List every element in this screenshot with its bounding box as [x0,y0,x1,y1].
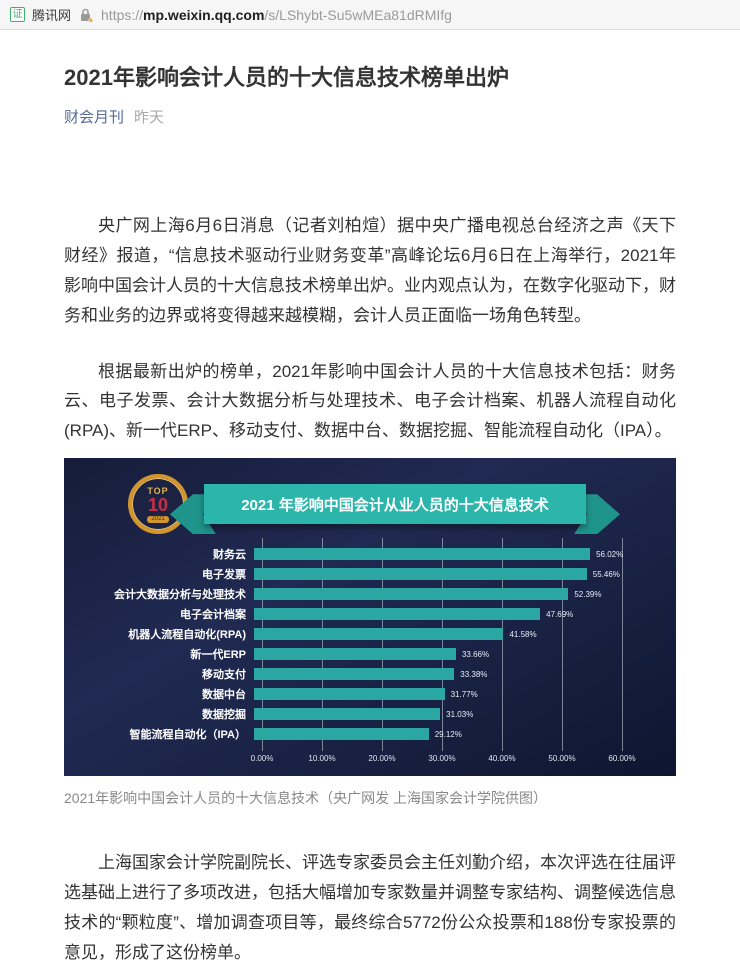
bar-area: 52.39% [254,584,676,604]
x-axis-tick-label: 20.00% [368,754,396,764]
x-axis-tick-label: 30.00% [428,754,456,764]
bar-area: 31.03% [254,704,676,724]
category-label: 电子会计档案 [180,609,246,622]
badge-top-text: TOP [147,485,169,496]
chart-row: 电子会计档案 47.69% [64,604,676,624]
bar-area: 55.46% [254,564,676,584]
bar-value-label: 31.03% [446,709,474,719]
gridline [562,538,563,752]
account-name-link[interactable]: 财会月刊 [64,108,125,126]
gridline [442,538,443,752]
gridline [322,538,323,752]
category-label: 机器人流程自动化(RPA) [128,629,246,642]
bar-value-label: 41.58% [509,629,537,639]
chart-row: 会计大数据分析与处理技术 52.39% [64,584,676,604]
chart-row: 移动支付 33.38% [64,664,676,684]
category-label: 会计大数据分析与处理技术 [114,589,246,602]
bar [254,688,445,701]
bar [254,708,441,721]
chart-row: 机器人流程自动化(RPA) 41.58% [64,624,676,644]
category-label: 财务云 [213,549,246,562]
site-cert-icon: 证 [10,7,25,22]
url-domain: mp.weixin.qq.com [143,6,265,23]
url-scheme: https:// [101,6,144,23]
x-axis-tick-label: 50.00% [548,754,576,764]
category-label: 新一代ERP [190,649,246,662]
badge-year-text: 2021 [147,515,169,523]
bar [254,668,455,681]
category-label: 电子发票 [202,569,246,582]
bar-value-label: 47.69% [546,609,574,619]
badge-number-text: 10 [147,494,169,515]
bar [254,568,587,581]
x-axis-tick-label: 60.00% [608,754,636,764]
bar-value-label: 33.38% [460,669,488,679]
chart-title: 2021 年影响中国会计从业人员的十大信息技术 [241,496,549,514]
bar-area: 29.12% [254,724,676,744]
paragraph: 根据最新出炉的榜单，2021年影响中国会计人员的十大信息技术包括：财务云、电子发… [64,361,676,441]
category-label: 智能流程自动化（IPA） [129,729,246,742]
gridline [382,538,383,752]
x-axis-tick-label: 40.00% [488,754,516,764]
article-byline: 财会月刊 昨天 [64,106,676,127]
x-axis-tick-label: 10.00% [308,754,336,764]
browser-url-bar: 证 腾讯网 https://mp.weixin.qq.com/s/LShybt-… [0,0,740,30]
bar-area: 41.58% [254,624,676,644]
bar [254,608,541,621]
paragraph: 央广网上海6月6日消息（记者刘柏煊）据中央广播电视总台经济之声《天下财经》报道，… [64,215,676,325]
image-caption: 2021年影响中国会计人员的十大信息技术（央广网发 上海国家会计学院供图） [64,790,548,807]
article-page: 2021年影响会计人员的十大信息技术榜单出炉 财会月刊 昨天 央广网上海6月6日… [0,62,740,968]
top10-bar-chart-image[interactable]: TOP 10 2021 2021 年影响中国会计从业人员的十大信息技术 0.00… [64,458,676,777]
bar-value-label: 55.46% [592,569,620,579]
bar [254,588,569,601]
bar-value-label: 52.39% [574,589,602,599]
bar-value-label: 29.12% [434,729,462,739]
chart-row: 财务云 56.02% [64,544,676,564]
bar-area: 33.66% [254,644,676,664]
bar-area: 47.69% [254,604,676,624]
bar [254,548,591,561]
bar-area: 31.77% [254,684,676,704]
category-label: 数据中台 [202,689,246,702]
chart-rows: 财务云 56.02% 电子发票 55.46% 会计大数据分析与处理技术 52.39% 电子会… [64,544,676,744]
gridline [502,538,503,752]
publish-date: 昨天 [134,108,165,126]
bar [254,728,429,741]
chart-row: 数据挖掘 31.03% [64,704,676,724]
category-label: 移动支付 [202,669,246,682]
site-name-label: 腾讯网 [32,8,72,23]
bar-area: 56.02% [254,544,676,564]
chart-row: 智能流程自动化（IPA） 29.12% [64,724,676,744]
category-label: 数据挖掘 [202,709,246,722]
security-lock-icon[interactable] [78,7,95,23]
bar-value-label: 56.02% [596,549,624,559]
chart-row: 电子发票 55.46% [64,564,676,584]
gridline [262,538,263,752]
url-path: /s/LShybt-Su5wMEa81dRMIfg [264,6,452,23]
article-title: 2021年影响会计人员的十大信息技术榜单出炉 [64,65,509,90]
chart-row: 数据中台 31.77% [64,684,676,704]
bar-value-label: 33.66% [461,649,490,659]
top10-badge-icon: TOP 10 2021 [128,474,188,535]
chart-row: 新一代ERP 33.66% [64,644,676,664]
chart-title-ribbon: 2021 年影响中国会计从业人员的十大信息技术 [204,484,586,525]
bar-area: 33.38% [254,664,676,684]
x-axis-tick-label: 0.00% [250,754,274,764]
gridline [622,538,623,752]
paragraph: 上海国家会计学院副院长、评选专家委员会主任刘勤介绍，本次评选在往届评选基础上进行… [64,853,676,962]
url-text[interactable]: https://mp.weixin.qq.com/s/LShybt-Su5wME… [101,7,452,23]
bar-value-label: 31.77% [450,689,478,699]
bar [254,648,456,661]
bar [254,628,504,641]
